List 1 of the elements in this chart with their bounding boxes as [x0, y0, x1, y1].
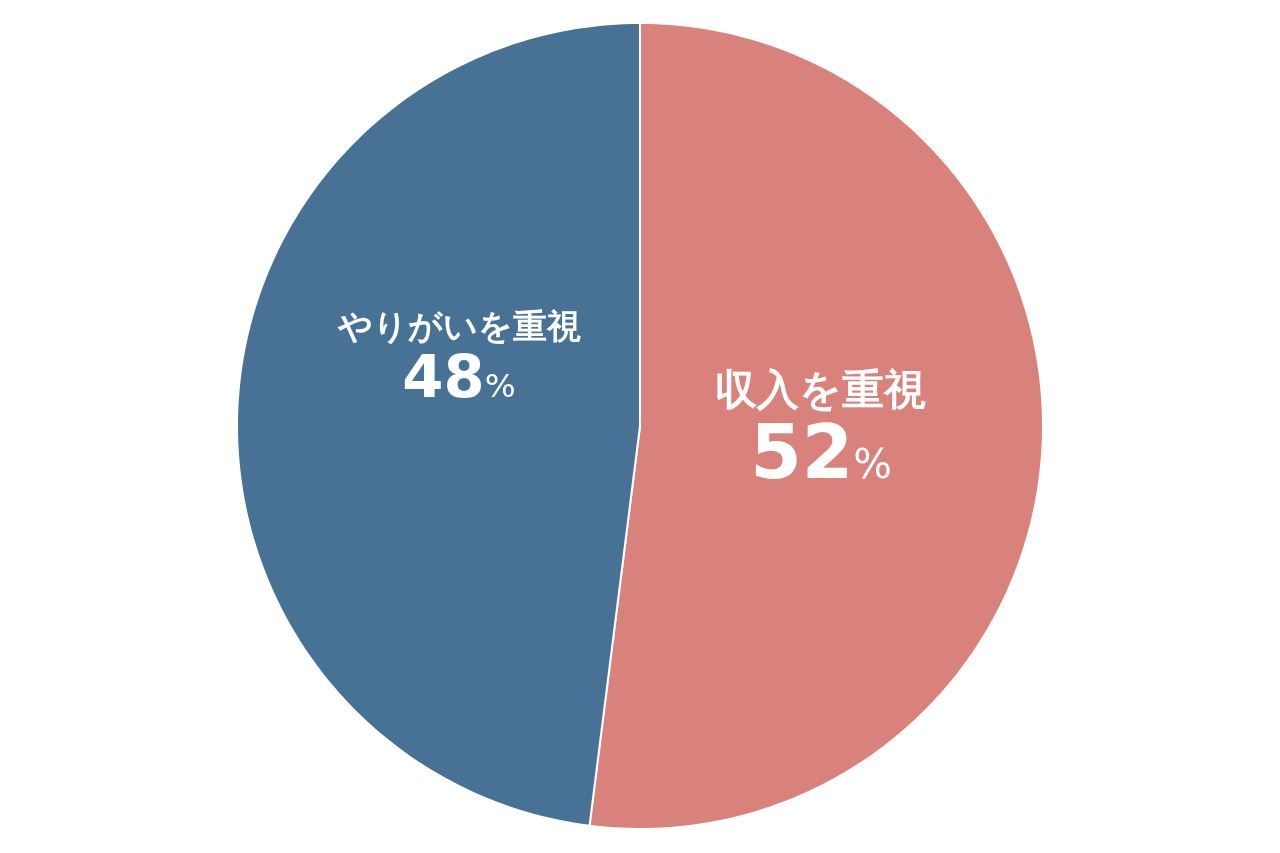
- slice-label: やりがいを重視: [336, 306, 581, 346]
